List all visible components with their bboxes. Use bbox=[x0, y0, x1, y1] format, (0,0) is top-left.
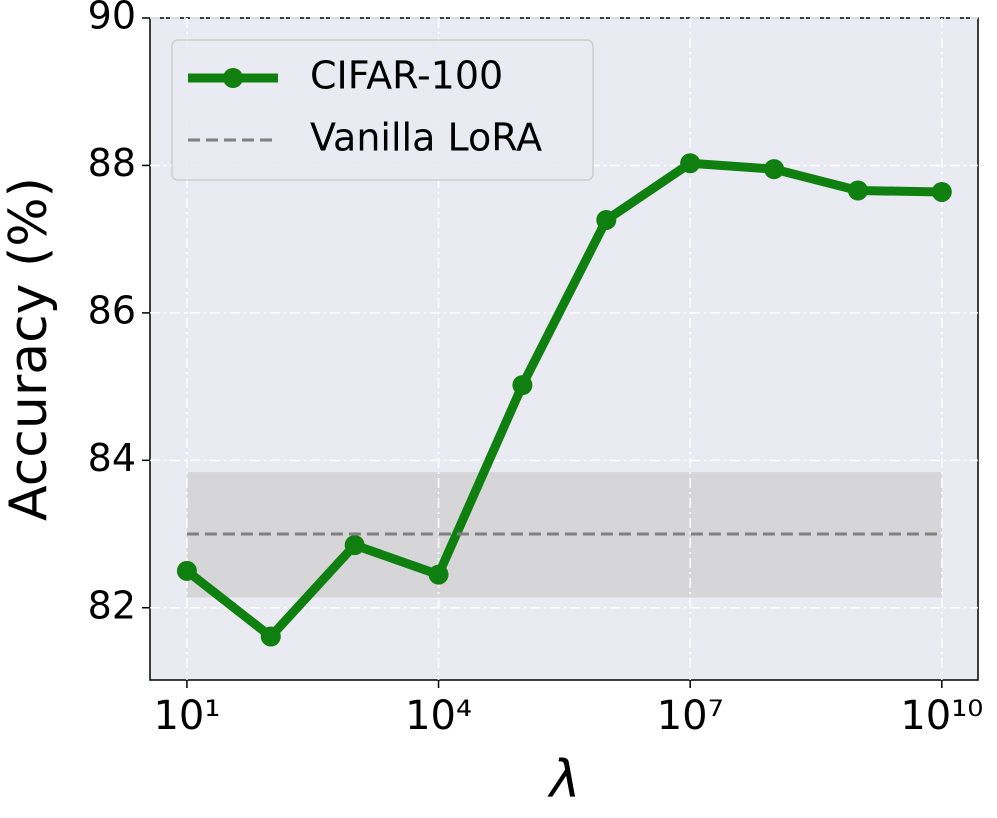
marker bbox=[764, 159, 785, 180]
series-line bbox=[184, 158, 942, 642]
y-tick-label: 82 bbox=[88, 583, 136, 627]
marker bbox=[428, 564, 449, 585]
x-tick-label: 10¹⁰ bbox=[900, 693, 983, 739]
y-tick-label: 88 bbox=[88, 141, 136, 185]
marker bbox=[344, 535, 365, 556]
marker bbox=[931, 181, 952, 202]
y-tick-label: 84 bbox=[88, 436, 136, 480]
x-tick-label: 10¹ bbox=[153, 693, 220, 739]
x-axis-label: λ bbox=[547, 750, 581, 810]
y-tick-label: 90 bbox=[88, 0, 136, 38]
x-tick-label: 10⁴ bbox=[405, 693, 472, 739]
legend-marker bbox=[223, 68, 243, 88]
marker bbox=[680, 153, 701, 174]
x-tick-label: 10⁷ bbox=[657, 693, 724, 739]
marker bbox=[596, 209, 617, 230]
legend-label: CIFAR-100 bbox=[310, 54, 503, 98]
y-tick-label: 86 bbox=[88, 288, 136, 332]
marker bbox=[176, 560, 197, 581]
marker bbox=[260, 626, 281, 647]
marker bbox=[512, 375, 533, 396]
marker bbox=[847, 180, 868, 201]
y-axis-label: Accuracy (%) bbox=[0, 177, 59, 521]
legend-label: Vanilla LoRA bbox=[310, 116, 542, 160]
band bbox=[186, 472, 942, 598]
